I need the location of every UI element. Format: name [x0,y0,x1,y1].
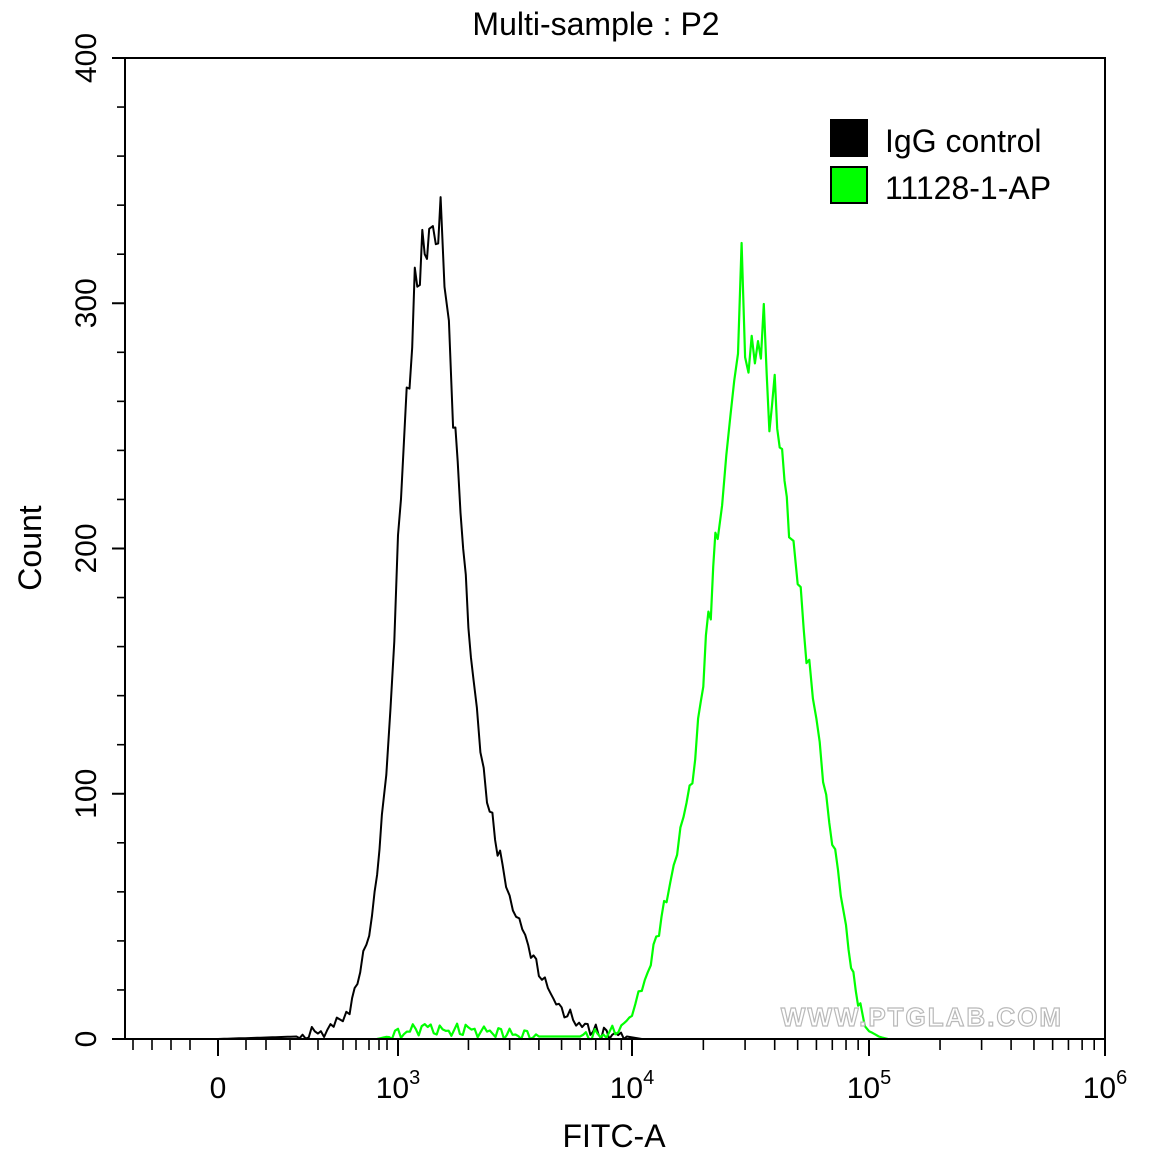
chart-title: Multi-sample : P2 [472,6,719,42]
series-curves [217,196,888,1041]
y-tick-label-2: 200 [70,523,103,573]
y-axis-ticks: 0 100 200 300 400 [70,33,125,1047]
watermark-text: WWW.PTGLAB.COM [781,1002,1063,1032]
legend-swatch-igg [830,119,868,157]
series-line-1 [376,241,888,1041]
y-tick-label-4: 400 [70,33,103,83]
y-tick-label-0: 0 [70,1031,103,1048]
y-tick-label-1: 100 [70,769,103,819]
x-tick-label-1: 103 [376,1067,421,1105]
y-axis-label: Count [12,505,48,591]
legend-label-antibody: 11128-1-AP [885,170,1051,206]
series-line-0 [217,196,642,1040]
y-minor-ticks [117,106,125,991]
legend-swatch-antibody [830,166,868,204]
x-axis-label: FITC-A [562,1118,666,1154]
legend: IgG control 11128-1-AP [830,119,1051,206]
x-minor-ticks [132,1039,1096,1050]
y-tick-label-3: 300 [70,278,103,328]
x-tick-label-0: 0 [210,1072,227,1105]
legend-label-igg: IgG control [885,123,1042,159]
